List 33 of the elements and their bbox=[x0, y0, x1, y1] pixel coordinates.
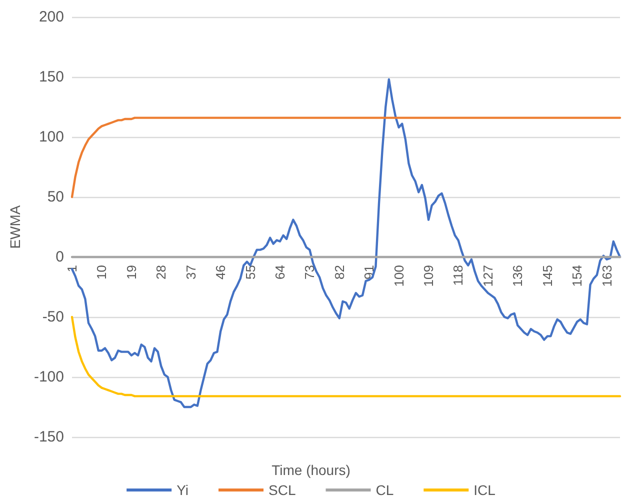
x-tick-label: 82 bbox=[332, 265, 347, 280]
y-tick-label: 150 bbox=[38, 68, 64, 86]
x-tick-label: 109 bbox=[421, 265, 436, 287]
legend-label: Yi bbox=[176, 482, 189, 498]
x-tick-label: 28 bbox=[154, 265, 169, 280]
x-tick-label: 136 bbox=[510, 265, 526, 287]
x-tick-label: 55 bbox=[242, 265, 258, 280]
x-tick-label: 19 bbox=[124, 265, 139, 280]
y-tick-label: 200 bbox=[38, 8, 64, 26]
y-tick-label: 100 bbox=[38, 128, 64, 146]
y-tick-label: -50 bbox=[42, 308, 64, 326]
y-tick-label: -150 bbox=[34, 428, 64, 446]
x-axis-title: Time (hours) bbox=[272, 462, 350, 478]
legend-label: ICL bbox=[474, 482, 496, 498]
x-tick-label: 73 bbox=[302, 265, 318, 280]
y-tick-label: 50 bbox=[47, 188, 64, 206]
line-series bbox=[70, 116, 622, 198]
x-tick-label: 118 bbox=[450, 265, 466, 286]
x-tick-label: 10 bbox=[94, 265, 110, 280]
x-tick-label: 37 bbox=[183, 265, 198, 280]
y-tick-label: 0 bbox=[56, 248, 64, 266]
x-tick-label: 154 bbox=[570, 265, 585, 287]
legend-label: CL bbox=[376, 482, 394, 498]
y-tick-label: -100 bbox=[34, 368, 64, 386]
x-tick-label: 46 bbox=[213, 265, 228, 280]
y-axis-title: EWMA bbox=[7, 204, 23, 249]
x-tick-label: 145 bbox=[540, 265, 555, 287]
line-series bbox=[70, 316, 622, 398]
x-tick-label: 64 bbox=[272, 265, 288, 280]
x-tick-label: 100 bbox=[391, 265, 406, 287]
legend-label: SCL bbox=[268, 482, 296, 498]
x-tick-label: 127 bbox=[480, 265, 496, 287]
x-tick-label: 163 bbox=[599, 265, 614, 287]
